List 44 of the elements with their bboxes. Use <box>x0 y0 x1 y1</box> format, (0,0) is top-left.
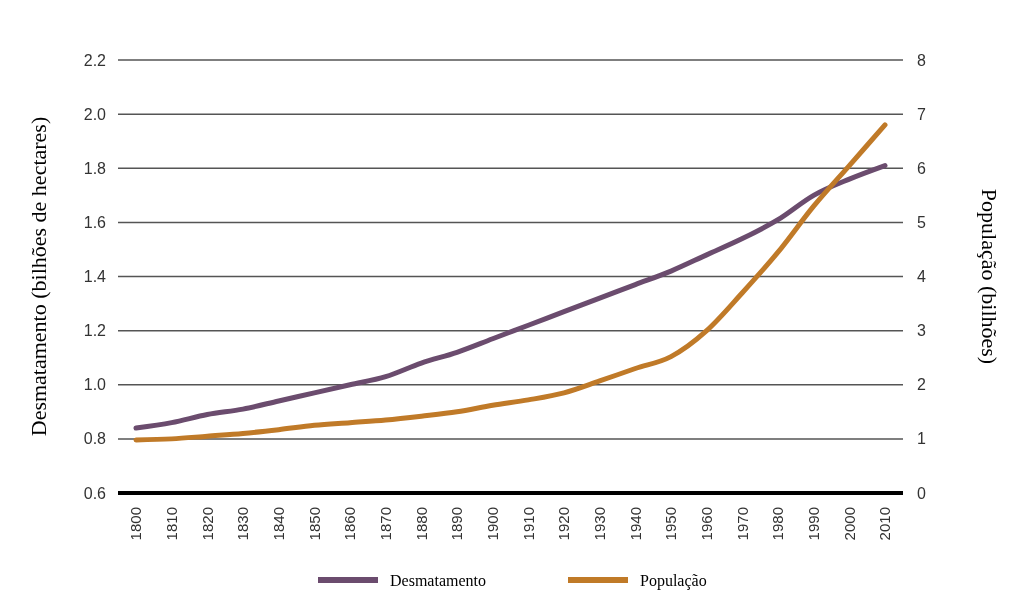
y2-tick-label: 5 <box>917 213 926 231</box>
y2-axis-title: População (bilhões) <box>977 188 1003 365</box>
y2-tick-label: 3 <box>917 322 926 340</box>
y-tick-label: 1.8 <box>83 159 107 177</box>
y-tick-label: 1.2 <box>83 322 107 340</box>
y-tick-label: 1.6 <box>83 213 107 231</box>
y-tick-label: 1.0 <box>83 376 107 394</box>
y-axis-title: Desmatamento (bilhões de hectares) <box>25 116 51 437</box>
y-tick-label: 1.4 <box>83 268 107 286</box>
x-tick-label: 1840 <box>269 507 287 541</box>
x-tick-label: 1800 <box>127 507 145 541</box>
x-tick-label: 1980 <box>769 507 787 541</box>
y2-tick-label: 0 <box>917 484 926 502</box>
y2-tick-label: 1 <box>917 430 926 448</box>
x-tick-label: 1990 <box>804 507 822 541</box>
y-tick-label: 0.6 <box>83 484 107 502</box>
y2-tick-label: 8 <box>917 51 926 69</box>
y2-tick-label: 2 <box>917 376 926 394</box>
x-tick-label: 2000 <box>840 507 858 541</box>
x-tick-label: 1910 <box>519 507 537 541</box>
x-tick-label: 2010 <box>876 507 894 541</box>
x-tick-label: 1920 <box>555 507 573 541</box>
x-tick-label: 1860 <box>341 507 359 541</box>
x-tick-label: 1890 <box>448 507 466 541</box>
y2-tick-label: 6 <box>917 159 926 177</box>
x-tick-label: 1960 <box>697 507 715 541</box>
x-tick-label: 1930 <box>590 507 608 541</box>
y-tick-label: 0.8 <box>83 430 107 448</box>
x-tick-label: 1950 <box>662 507 680 541</box>
x-tick-label: 1940 <box>626 507 644 541</box>
y-tick-label: 2.0 <box>83 105 107 123</box>
x-tick-label: 1900 <box>483 507 501 541</box>
legend-label: População <box>640 571 707 590</box>
y2-tick-label: 4 <box>917 268 926 286</box>
x-tick-label: 1810 <box>162 507 180 541</box>
x-tick-label: 1820 <box>198 507 216 541</box>
x-tick-label: 1970 <box>733 507 751 541</box>
legend-label: Desmatamento <box>390 571 486 589</box>
y2-tick-label: 7 <box>917 105 926 123</box>
x-tick-label: 1880 <box>412 507 430 541</box>
x-tick-label: 1830 <box>234 507 252 541</box>
y-tick-label: 2.2 <box>83 51 107 69</box>
x-tick-label: 1870 <box>376 507 394 541</box>
x-tick-label: 1850 <box>305 507 323 541</box>
